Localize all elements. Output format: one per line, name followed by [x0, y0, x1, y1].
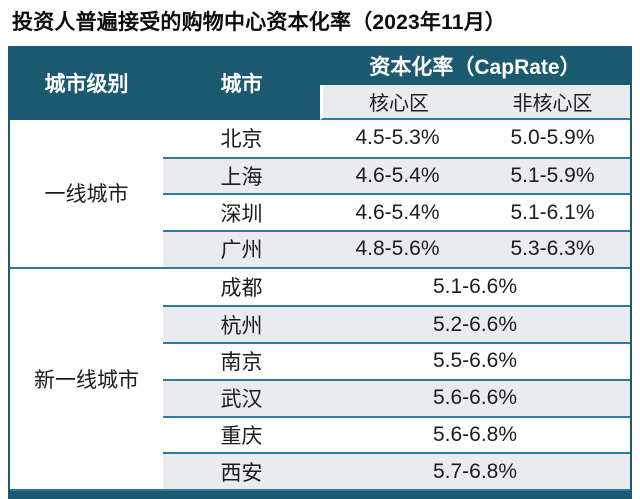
tier-rows: 北京 4.5-5.3% 5.0-5.9% 上海 4.6-5.4% 5.1-5.9… [163, 120, 630, 267]
city-cell: 武汉 [220, 388, 263, 412]
city-cell: 西安 [220, 461, 263, 485]
table-row: 成都 5.1-6.6% [163, 269, 630, 306]
city-cell: 成都 [220, 277, 263, 301]
tier-label: 一线城市 [10, 120, 163, 267]
city-cell: 重庆 [220, 424, 263, 448]
merged-rate-cell: 5.2-6.6% [432, 312, 518, 336]
tier-section-first-tier: 一线城市 北京 4.5-5.3% 5.0-5.9% 上海 4.6-5.4% 5.… [10, 120, 630, 267]
table-row: 重庆 5.6-6.8% [163, 415, 630, 453]
city-cell: 广州 [220, 239, 263, 263]
merged-rate-cell: 5.6-6.8% [432, 422, 518, 446]
tier-rows: 成都 5.1-6.6% 杭州 5.2-6.6% 南京 5.5-6.6% 武汉 5… [163, 269, 630, 489]
page-title: 投资人普遍接受的购物中心资本化率（2023年11月） [12, 11, 507, 34]
table-row: 杭州 5.2-6.6% [163, 305, 630, 343]
noncore-rate-cell: 5.0-5.9% [510, 126, 595, 150]
table-header: 城市级别 城市 资本化率（CapRate） 核心区 非核心区 [10, 46, 630, 120]
merged-rate-cell: 5.5-6.6% [432, 349, 518, 373]
header-left-group: 城市级别 城市 [10, 46, 320, 120]
tier-section-new-first-tier: 新一线城市 成都 5.1-6.6% 杭州 5.2-6.6% 南京 5.5-6.6… [10, 266, 630, 489]
city-cell: 上海 [220, 166, 263, 190]
noncore-rate-cell: 5.3-6.3% [510, 237, 595, 261]
table-row: 上海 4.6-5.4% 5.1-5.9% [163, 156, 630, 194]
city-cell: 南京 [220, 351, 263, 375]
noncore-rate-cell: 5.1-5.9% [510, 164, 595, 188]
core-rate-cell: 4.6-5.4% [355, 200, 440, 224]
merged-rate-cell: 5.6-6.6% [432, 386, 518, 410]
table-row: 广州 4.8-5.6% 5.3-6.3% [163, 230, 630, 267]
table-row: 武汉 5.6-6.6% [163, 378, 630, 416]
merged-rate-cell: 5.1-6.6% [432, 275, 518, 299]
column-header-city-tier: 城市级别 [44, 73, 129, 96]
core-rate-cell: 4.8-5.6% [355, 237, 440, 261]
column-header-city: 城市 [220, 73, 263, 96]
core-rate-cell: 4.6-5.4% [355, 164, 440, 188]
merged-rate-cell: 5.7-6.8% [432, 459, 518, 483]
city-cell: 北京 [220, 128, 263, 152]
caprate-table: 城市级别 城市 资本化率（CapRate） 核心区 非核心区 一线城市 北京 4… [8, 46, 632, 499]
city-cell: 杭州 [220, 314, 263, 338]
column-header-noncore: 非核心区 [512, 93, 593, 115]
header-right-group: 资本化率（CapRate） 核心区 非核心区 [320, 46, 630, 120]
column-header-caprate: 资本化率（CapRate） [320, 46, 630, 85]
city-cell: 深圳 [220, 202, 263, 226]
table-row: 北京 4.5-5.3% 5.0-5.9% [163, 120, 630, 157]
noncore-rate-cell: 5.1-6.1% [510, 200, 595, 224]
tier-label: 新一线城市 [10, 268, 163, 489]
table-row: 西安 5.7-6.8% [163, 452, 630, 489]
table-row: 深圳 4.6-5.4% 5.1-6.1% [163, 193, 630, 230]
table-row: 南京 5.5-6.6% [163, 342, 630, 379]
column-header-core: 核心区 [369, 93, 429, 115]
core-rate-cell: 4.5-5.3% [355, 126, 440, 150]
subheader-row: 核心区 非核心区 [320, 85, 630, 120]
table-footer-bar [10, 488, 630, 499]
